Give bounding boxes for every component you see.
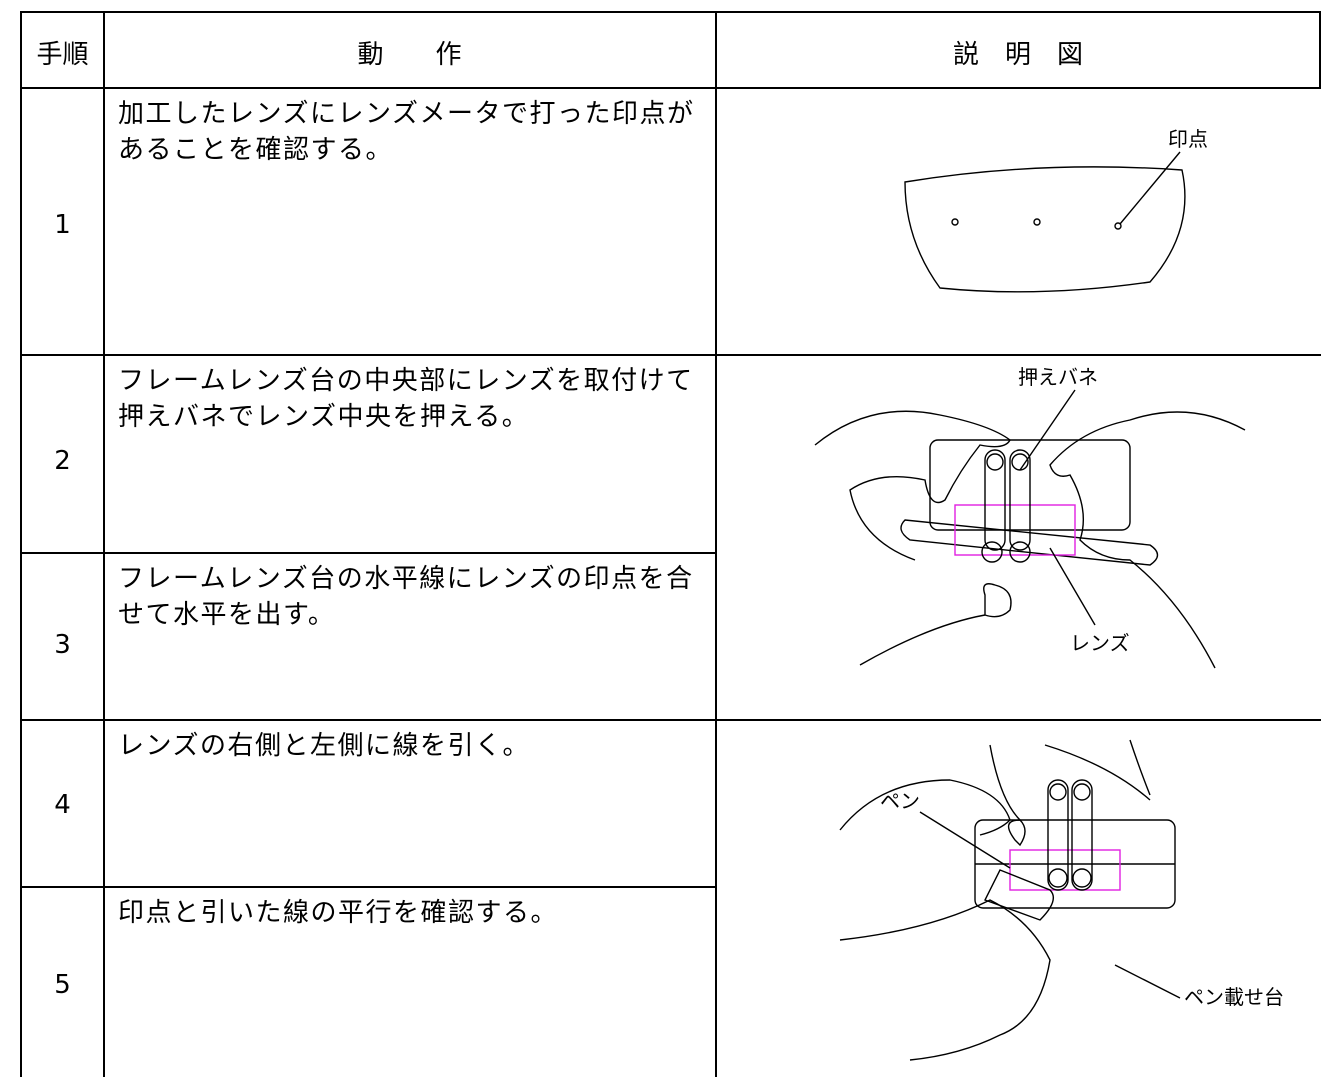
step-number: 4 [54, 790, 71, 820]
figure-label: レンズ [1070, 631, 1130, 655]
step-text: 加工したレンズにレンズメータで打った印点があることを確認する。 [118, 99, 695, 165]
figure-label: ペン [880, 789, 920, 813]
rule [20, 886, 716, 888]
step-text: 印点と引いた線の平行を確認する。 [118, 898, 559, 928]
rule [20, 11, 1321, 13]
step-text: フレームレンズ台の中央部にレンズを取付けて押えバネでレンズ中央を押える。 [118, 366, 694, 432]
figure-label: ペン載せ台 [1184, 985, 1284, 1009]
lens-figure: 印点 [904, 127, 1208, 293]
rule [20, 719, 1321, 721]
header-cell: 説 明 図 [952, 40, 1083, 70]
header-cell: 動 作 [357, 40, 462, 70]
rule [103, 11, 105, 1077]
header-cell: 手順 [36, 40, 89, 70]
rule [20, 87, 1321, 89]
figure-label: 印点 [1168, 127, 1208, 151]
step-number: 5 [54, 970, 71, 1000]
rule [20, 354, 1321, 356]
figure-label: 押えバネ [1018, 365, 1098, 389]
step-text: レンズの右側と左側に線を引く。 [118, 731, 530, 761]
step-number: 2 [54, 446, 71, 476]
marking-figure: ペン ペン載せ台 [839, 739, 1284, 1061]
rule [715, 11, 717, 1077]
mount-figure: 押えバネ レンズ [814, 365, 1246, 669]
step-number: 3 [54, 630, 71, 660]
step-number: 1 [54, 210, 71, 240]
rule [20, 552, 716, 554]
rule [20, 11, 22, 1077]
rule [1319, 11, 1321, 88]
step-text: フレームレンズ台の水平線にレンズの印点を合せて水平を出す。 [118, 564, 694, 630]
